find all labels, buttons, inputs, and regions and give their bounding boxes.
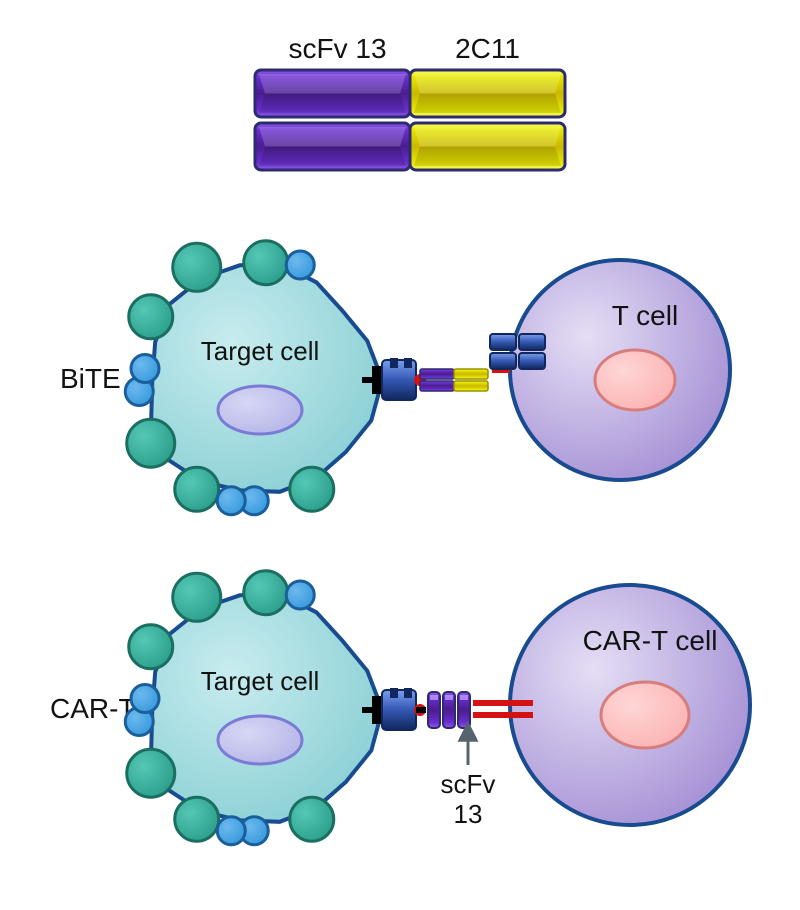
legend-label-2c11: 2C11 — [455, 33, 520, 64]
car-t-cell-label: CAR-T cell — [583, 625, 718, 656]
t-cell-label: T cell — [612, 300, 678, 331]
row-car-t: CAR-T Target cell CAR-T cell scFv13 — [50, 571, 750, 845]
row-label: CAR-T — [50, 693, 136, 724]
target-cell: Target cell — [125, 571, 382, 845]
target-cell: Target cell — [125, 241, 382, 515]
row-label: BiTE — [60, 363, 121, 394]
legend-label-scfv: scFv 13 — [288, 33, 386, 64]
car-t-cell: CAR-T cell — [510, 585, 750, 825]
legend: scFv 13 2C11 — [255, 33, 565, 170]
connector-car — [362, 688, 533, 730]
target-cell-label: Target cell — [201, 336, 320, 366]
row-bite: BiTE Target cell T cell — [60, 241, 730, 515]
annotation-text-2: 13 — [454, 799, 483, 829]
annotation-text-1: scFv — [441, 769, 496, 799]
t-cell: T cell — [510, 260, 730, 480]
target-cell-label: Target cell — [201, 666, 320, 696]
